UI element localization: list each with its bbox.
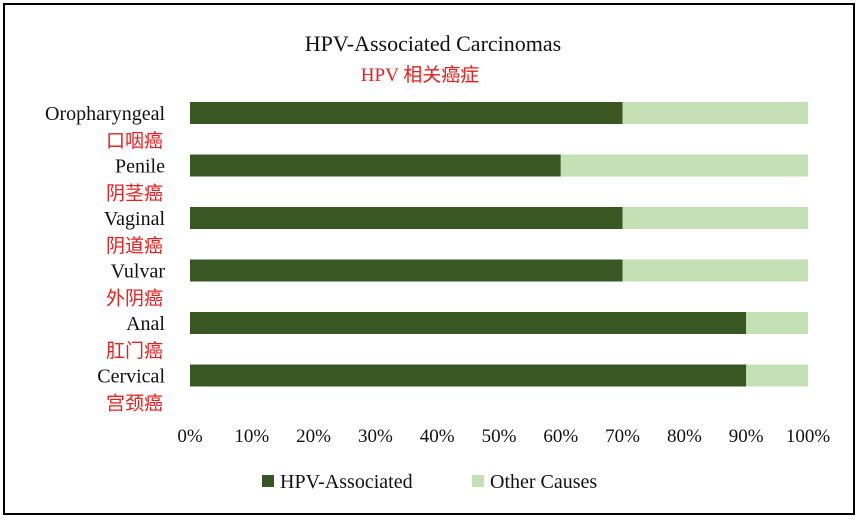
bar-other-causes-cervical — [746, 364, 808, 387]
x-tick-label: 100% — [786, 426, 831, 447]
legend-swatch-hpv-associated — [262, 475, 274, 487]
category-label-zh-penile: 阴茎癌 — [106, 183, 163, 205]
category-label-vulvar: Vulvar — [111, 261, 166, 283]
bars-group — [190, 102, 808, 387]
chart-subtitle: HPV 相关癌症 — [361, 64, 479, 86]
bar-hpv-associated-vaginal — [190, 207, 623, 229]
category-label-oropharyngeal: Oropharyngeal — [45, 103, 165, 125]
category-label-penile: Penile — [115, 156, 165, 178]
bar-hpv-associated-penile — [190, 154, 561, 177]
bar-other-causes-anal — [746, 312, 808, 334]
chart-title: HPV-Associated Carcinomas — [305, 31, 561, 56]
category-label-zh-vaginal: 阴道癌 — [106, 235, 163, 257]
x-tick-label: 80% — [667, 426, 702, 447]
bar-other-causes-vulvar — [622, 259, 808, 282]
x-tick-label: 90% — [729, 426, 764, 447]
bar-other-causes-oropharyngeal — [622, 102, 808, 124]
category-label-zh-anal: 肛门癌 — [106, 340, 163, 362]
category-label-zh-cervical: 宫颈癌 — [106, 393, 163, 415]
bar-other-causes-penile — [560, 154, 808, 177]
bar-hpv-associated-vulvar — [190, 259, 623, 282]
x-tick-label: 0% — [177, 426, 203, 447]
x-tick-label: 50% — [482, 426, 517, 447]
category-labels: Oropharyngeal 口咽癌 Penile 阴茎癌 Vaginal 阴道癌 Vulva… — [45, 103, 165, 415]
category-label-vaginal: Vaginal — [104, 208, 166, 230]
legend: HPV-Associated Other Causes — [262, 471, 597, 493]
x-axis-ticks: 0% 10% 20% 30% 40% 50% 60% 70% 80% 90% 100% — [177, 426, 830, 447]
category-label-zh-oropharyngeal: 口咽癌 — [106, 130, 163, 152]
x-tick-label: 10% — [234, 426, 269, 447]
category-label-anal: Anal — [126, 313, 165, 335]
x-tick-label: 20% — [296, 426, 331, 447]
legend-swatch-other-causes — [472, 475, 484, 487]
legend-label-hpv-associated: HPV-Associated — [280, 471, 413, 493]
bar-hpv-associated-cervical — [190, 364, 747, 387]
x-tick-label: 70% — [605, 426, 640, 447]
legend-label-other-causes: Other Causes — [490, 471, 597, 493]
x-tick-label: 60% — [543, 426, 578, 447]
x-tick-label: 30% — [358, 426, 393, 447]
bar-other-causes-vaginal — [622, 207, 808, 229]
bar-hpv-associated-anal — [190, 312, 747, 334]
x-tick-label: 40% — [420, 426, 455, 447]
category-label-zh-vulvar: 外阴癌 — [106, 288, 163, 310]
bar-hpv-associated-oropharyngeal — [190, 102, 623, 124]
category-label-cervical: Cervical — [97, 366, 165, 388]
chart-frame — [3, 3, 855, 515]
